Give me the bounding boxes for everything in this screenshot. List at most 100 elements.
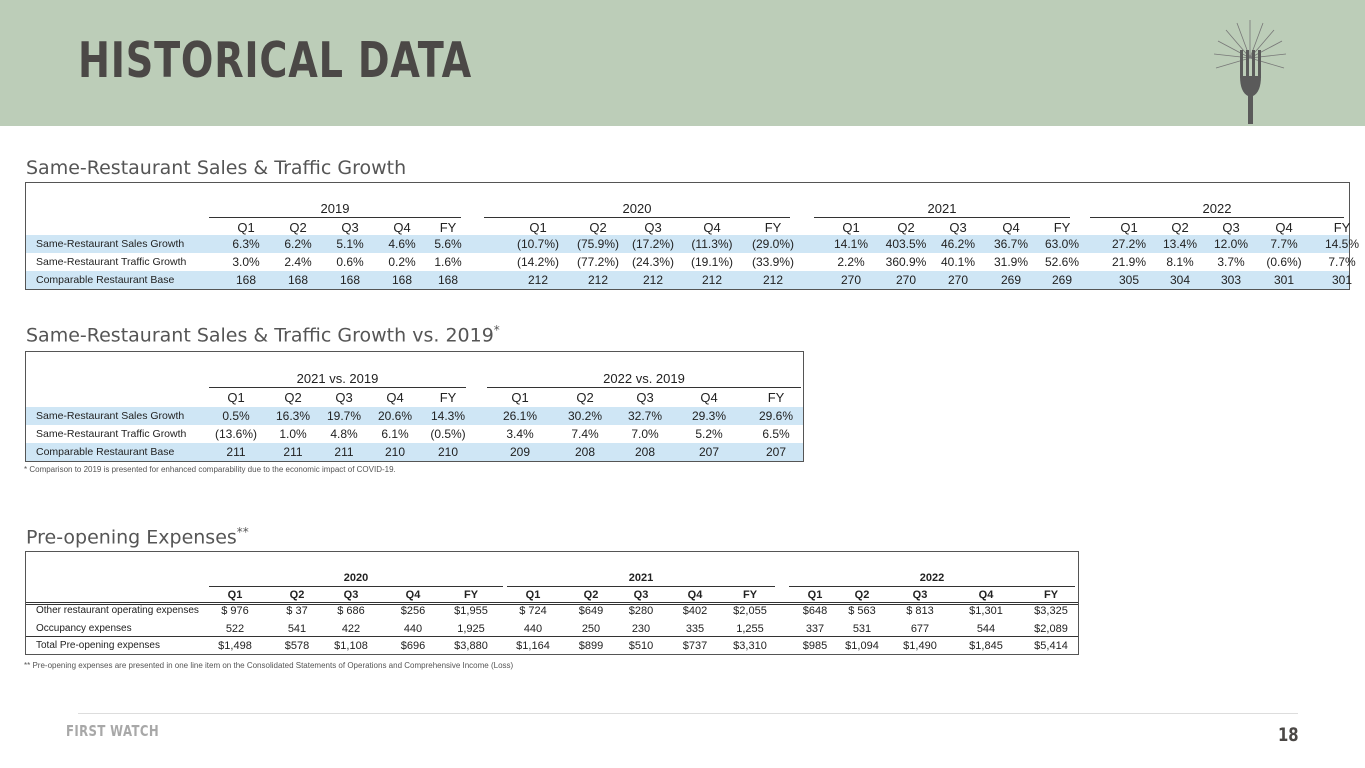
table-cell: 8.1% <box>1166 255 1194 269</box>
table-cell: 209 <box>509 445 531 459</box>
quarter-header: Q2 <box>284 390 302 405</box>
quarter-header: FY <box>439 220 457 235</box>
table-cell: 6.2% <box>284 237 312 251</box>
table-cell: $280 <box>628 605 654 617</box>
table-cell: (77.2%) <box>576 255 620 269</box>
table-cell: 212 <box>527 273 549 287</box>
table-cell: 0.5% <box>222 409 250 423</box>
quarter-header: Q4 <box>393 220 411 235</box>
table-cell: 360.9% <box>885 255 927 269</box>
quarter-header: Q4 <box>386 390 404 405</box>
table-cell: 19.7% <box>326 409 362 423</box>
footer-brand: FIRST WATCH <box>66 722 160 740</box>
quarter-header: Q4 <box>1002 220 1020 235</box>
table-cell: 2.2% <box>837 255 865 269</box>
table-cell: 541 <box>287 623 307 635</box>
footnote-mark: ** <box>236 525 249 539</box>
table-cell: 29.6% <box>758 409 794 423</box>
quarter-header: Q1 <box>807 589 823 601</box>
table-cell: 208 <box>634 445 656 459</box>
table-cell: $510 <box>628 640 654 652</box>
table-cell: 12.0% <box>1213 237 1249 251</box>
table-cell: $737 <box>682 640 708 652</box>
table-cell: $1,164 <box>516 640 550 652</box>
table-cell: 168 <box>391 273 413 287</box>
quarter-header: Q3 <box>1222 220 1240 235</box>
year-header: 2021 <box>628 572 654 584</box>
quarter-header: Q1 <box>511 390 529 405</box>
table-cell: 212 <box>642 273 664 287</box>
table-cell: (11.3%) <box>691 237 733 251</box>
table-cell: 1,255 <box>736 623 764 635</box>
table-cell: 440 <box>403 623 423 635</box>
table-cell: 337 <box>805 623 825 635</box>
table-cell: 46.2% <box>940 237 976 251</box>
table-cell: 211 <box>226 445 246 459</box>
table-cell: 6.1% <box>381 427 409 441</box>
preopening-table: 2020 2021 2022 Q1 Q2 Q3 Q4 FY Q1 Q2 Q3 Q4 FY Q1 Q2 Q… <box>25 551 1079 655</box>
table-cell: (29.0%) <box>751 237 795 251</box>
footer-divider <box>78 713 1298 714</box>
quarter-header: FY <box>463 589 479 601</box>
table-cell: 31.9% <box>993 255 1029 269</box>
table-cell: 32.7% <box>627 409 663 423</box>
table-cell: $1,490 <box>903 640 937 652</box>
quarter-header: FY <box>1053 220 1071 235</box>
quarter-header: Q1 <box>237 220 255 235</box>
table-cell: 168 <box>339 273 361 287</box>
quarter-header: Q2 <box>854 589 870 601</box>
quarter-header: FY <box>767 390 785 405</box>
table-cell: 230 <box>631 623 651 635</box>
table-cell: $ 563 <box>848 605 876 617</box>
table-cell: 27.2% <box>1111 237 1147 251</box>
section-title-growth: Same-Restaurant Sales & Traffic Growth <box>26 157 407 179</box>
footnote-preopening: ** Pre-opening expenses are presented in… <box>24 661 514 670</box>
table-cell: 30.2% <box>567 409 603 423</box>
table-cell: 26.1% <box>502 409 538 423</box>
table-cell: (33.9%) <box>751 255 795 269</box>
vs-2019-table: 2021 vs. 2019 2022 vs. 2019 Q1 Q2 Q3 Q4 FY Q1… <box>25 351 804 462</box>
table-cell: 301 <box>1331 273 1353 287</box>
table-cell: 4.8% <box>330 427 358 441</box>
quarter-header: Q2 <box>1171 220 1189 235</box>
table-cell: 531 <box>852 623 872 635</box>
table-cell: $ 813 <box>906 605 934 617</box>
table-cell: $1,498 <box>218 640 252 652</box>
quarter-header: Q1 <box>529 220 547 235</box>
quarter-header: Q2 <box>897 220 915 235</box>
table-cell: 304 <box>1169 273 1191 287</box>
quarter-header: Q3 <box>335 390 353 405</box>
year-header: 2021 <box>927 201 957 216</box>
quarter-header: Q3 <box>644 220 662 235</box>
table-cell: 1.0% <box>279 427 307 441</box>
table-cell: 5.6% <box>434 237 462 251</box>
table-cell: (0.6%) <box>1266 255 1302 269</box>
table-cell: 63.0% <box>1044 237 1080 251</box>
table-cell: $1,301 <box>969 605 1003 617</box>
table-cell: (13.6%) <box>214 427 258 441</box>
table-cell: $1,845 <box>969 640 1003 652</box>
table-cell: (0.5%) <box>430 427 466 441</box>
table-cell: $1,094 <box>845 640 879 652</box>
table-cell: 207 <box>698 445 720 459</box>
year-header: 2022 <box>919 572 945 584</box>
row-label: Same-Restaurant Traffic Growth <box>36 428 187 440</box>
table-cell: 5.1% <box>336 237 364 251</box>
table-row <box>26 443 803 461</box>
table-cell: $ 37 <box>286 605 308 617</box>
quarter-header: FY <box>764 220 782 235</box>
table-cell: (19.1%) <box>690 255 734 269</box>
quarter-header: FY <box>742 589 758 601</box>
row-label: Same-Restaurant Sales Growth <box>36 410 185 422</box>
table-cell: 208 <box>574 445 596 459</box>
quarter-header: Q4 <box>700 390 718 405</box>
table-cell: $ 724 <box>519 605 547 617</box>
table-cell: 52.6% <box>1044 255 1080 269</box>
table-cell: $985 <box>802 640 828 652</box>
table-cell: 16.3% <box>275 409 311 423</box>
table-cell: (75.9%) <box>576 237 620 251</box>
year-header: 2019 <box>320 201 350 216</box>
table-cell: $899 <box>578 640 604 652</box>
footnote-mark: * <box>493 323 500 337</box>
quarter-header: Q1 <box>525 589 541 601</box>
